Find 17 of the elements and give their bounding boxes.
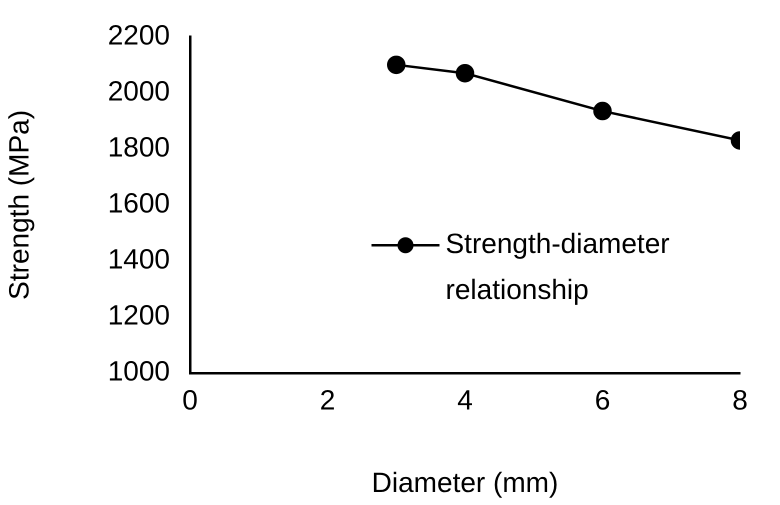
x-tick-label: 8 [732,384,748,416]
legend-label: Strength-diameter relationship [446,228,670,305]
y-tick-label: 1800 [108,132,170,163]
x-axis-title: Diameter (mm) [372,466,558,498]
x-tick-label: 0 [182,384,198,416]
y-tick-label: 1400 [108,244,170,275]
x-tick-label: 2 [320,384,336,416]
y-tick-label: 2000 [108,76,170,107]
y-tick-label: 2200 [108,20,170,51]
y-tick-label: 1600 [108,188,170,219]
point [387,56,406,74]
x-tick-label: 6 [594,384,610,416]
y-axis-title: Strength (MPa) [4,110,35,300]
y-tick-label: 1000 [108,356,170,387]
y-tick-label: 1200 [108,300,170,331]
x-tick-label: 4 [457,384,473,416]
point [456,64,474,82]
